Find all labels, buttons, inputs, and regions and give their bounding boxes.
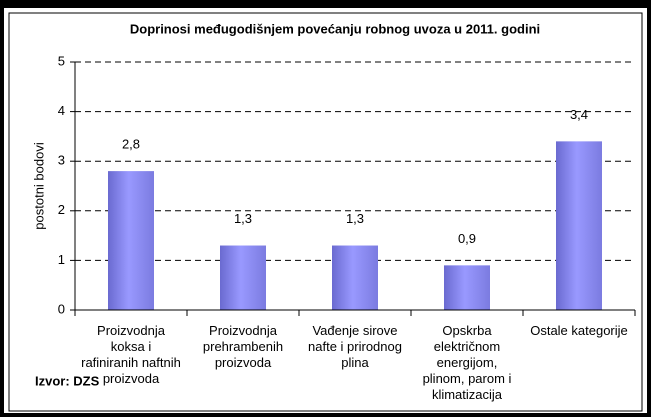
y-tick-label: 3	[58, 153, 65, 168]
x-tick-label: Ostale kategorije	[530, 323, 628, 338]
y-tick-label: 1	[58, 252, 65, 267]
data-label: 3,4	[570, 107, 588, 122]
bar	[444, 265, 490, 310]
data-label: 1,3	[234, 211, 252, 226]
y-tick-label: 0	[58, 301, 65, 316]
x-tick-label: Proizvodnja koksa i rafiniranih naftnih …	[81, 323, 181, 386]
x-tick-label: Opskrba električnom energijom, plinom, p…	[422, 323, 512, 402]
y-tick-label: 4	[58, 103, 65, 118]
x-tick-label: Vađenje sirove nafte i prirodnog plina	[308, 323, 402, 370]
data-label: 2,8	[122, 137, 140, 152]
x-tick-label: Proizvodnja prehrambenih proizvoda	[202, 323, 284, 370]
source-note: Izvor: DZS	[35, 373, 100, 388]
bar	[220, 245, 266, 310]
y-tick-label: 2	[58, 202, 65, 217]
bar	[108, 171, 154, 310]
chart-title: Doprinosi međugodišnjem povećanju robnog…	[130, 21, 540, 36]
top-bar	[0, 0, 651, 8]
data-label: 1,3	[346, 211, 364, 226]
data-label: 0,9	[458, 231, 476, 246]
y-axis-label: postotni bodovi	[31, 142, 46, 230]
bar	[332, 245, 378, 310]
y-tick-label: 5	[58, 53, 65, 68]
bar	[556, 141, 602, 310]
